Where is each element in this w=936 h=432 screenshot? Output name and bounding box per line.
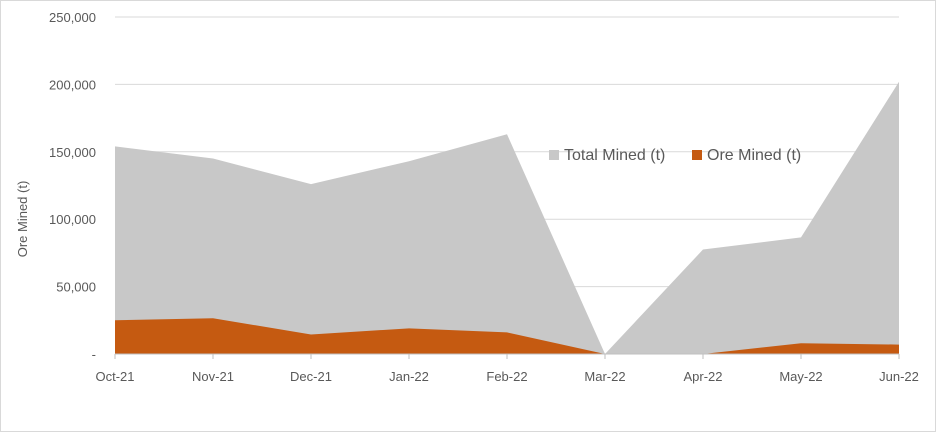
x-tick-label: Dec-21 — [290, 369, 332, 384]
y-axis-title: Ore Mined (t) — [15, 181, 30, 258]
x-tick-label: Mar-22 — [584, 369, 625, 384]
legend: Total Mined (t) Ore Mined (t) — [549, 147, 801, 164]
x-tick-label: Jan-22 — [389, 369, 429, 384]
axes — [114, 353, 900, 359]
x-tick-labels: Oct-21 Nov-21 Dec-21 Jan-22 Feb-22 Mar-22 Apr-… — [95, 369, 918, 384]
y-tick-label: 50,000 — [56, 280, 96, 295]
y-tick-label: 250,000 — [49, 10, 96, 25]
series-area-total-mined — [115, 81, 899, 354]
y-tick-label: 100,000 — [49, 212, 96, 227]
x-tick-label: Feb-22 — [486, 369, 527, 384]
x-tick-label: Apr-22 — [683, 369, 722, 384]
legend-swatch — [692, 150, 702, 160]
y-tick-label: 150,000 — [49, 145, 96, 160]
legend-label: Ore Mined (t) — [707, 147, 801, 164]
y-tick-label: 200,000 — [49, 77, 96, 92]
x-tick-label: Jun-22 — [879, 369, 919, 384]
series-areas — [115, 81, 899, 354]
x-tick-label: Nov-21 — [192, 369, 234, 384]
x-tick-label: Oct-21 — [95, 369, 134, 384]
legend-label: Total Mined (t) — [564, 147, 665, 164]
legend-swatch — [549, 150, 559, 160]
series-area-ore-mined — [115, 318, 899, 354]
y-tick-labels: - 50,000 100,000 150,000 200,000 250,000 — [49, 10, 96, 362]
y-tick-label: - — [92, 347, 96, 362]
x-tick-label: May-22 — [779, 369, 822, 384]
